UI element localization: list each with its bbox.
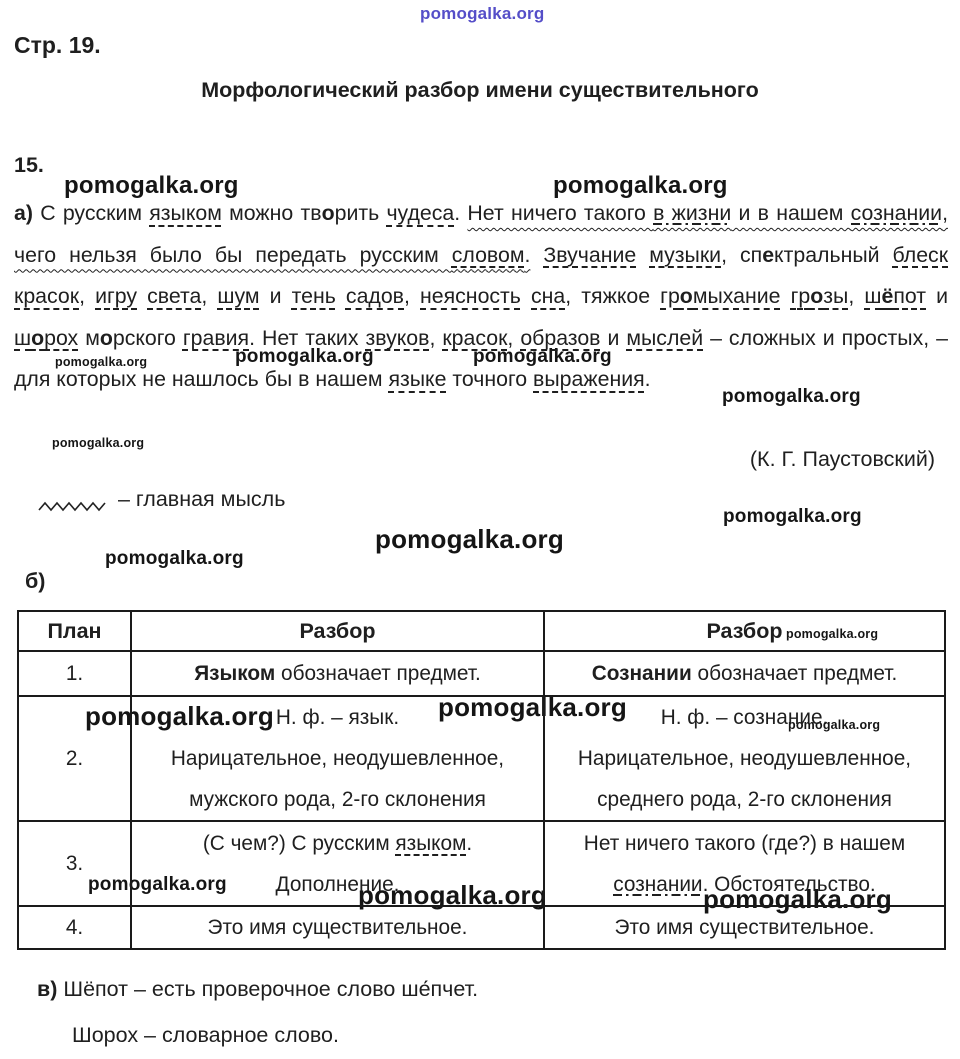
dashdot-underlined-word: сознании (613, 872, 703, 896)
page-number-label: Стр. 19. (14, 32, 101, 58)
analysis-table: План Разбор Разбор 1. Языком обозначает пре… (17, 610, 946, 950)
watermark: pomogalka.org (420, 4, 545, 23)
legend-label: – главная мысль (118, 487, 286, 511)
table-row: 4. Это имя существительное. Это имя сущест… (17, 905, 946, 950)
cell-line: Нарицательное, неодушевленное, (170, 747, 505, 770)
analysis-cell: (С чем?) С русским языком. Дополнение. (130, 820, 545, 907)
page-title: Морфологический разбор имени существител… (201, 78, 759, 102)
dashed-underlined-word: выражения (533, 367, 645, 391)
dashed-underlined-word: словом (451, 242, 525, 267)
watermark: pomogalka.org (723, 506, 862, 527)
part-b-label: б) (25, 569, 46, 593)
legend: – главная мысль (38, 487, 286, 512)
cell-line: Это имя существительное. (614, 916, 875, 939)
table-row: 2. Н. ф. – язык. Нарицательное, неодушевле… (17, 695, 946, 822)
exercise-number: 15. (14, 153, 44, 177)
dashed-underlined-word: чудеса (386, 201, 455, 225)
cell-line: Дополнение. (275, 872, 400, 896)
dashed-underlined-word: громыхание (660, 284, 781, 308)
column-header: Разбор (543, 610, 946, 652)
dashed-underlined-word: Звучание (543, 242, 637, 267)
dashed-underlined-word: языком (149, 201, 222, 225)
cell-line: сознании. Обстоятельство. (613, 872, 876, 896)
dashed-underlined-word: гравия (182, 325, 250, 350)
cell-line: Сознании обозначает предмет. (591, 662, 898, 685)
watermark: pomogalka.org (235, 346, 374, 367)
text-run: Звучание музыки, спектральный блеск крас… (14, 242, 949, 392)
dashed-underlined-word: мыслей (626, 325, 704, 350)
plan-number-cell: 4. (17, 905, 132, 950)
part-v: в) Шёпот – есть проверочное слово ше́пче… (37, 966, 478, 1058)
dashed-underlined-word: света (147, 284, 202, 308)
dashed-underlined-word: садов (345, 284, 404, 308)
table-body: 1. Языком обозначает предмет. Сознании обо… (17, 650, 946, 950)
watermark: pomogalka.org (64, 172, 239, 199)
dashed-underlined-word: тень (291, 284, 336, 308)
watermark: pomogalka.org (553, 172, 728, 199)
dashed-underlined-word: грозы (790, 284, 849, 308)
watermark: pomogalka.org (55, 355, 148, 369)
column-header: Разбор (130, 610, 545, 652)
table-row: 1. Языком обозначает предмет. Сознании обо… (17, 650, 946, 697)
watermark: pomogalka.org (105, 548, 244, 569)
table-row: 3. (С чем?) С русским языком. Дополнение. Н… (17, 820, 946, 907)
plan-number-cell: 2. (17, 695, 132, 822)
dashed-underlined-word: языке (388, 367, 447, 391)
watermark: pomogalka.org (722, 386, 861, 407)
cell-line: среднего рода, 2-го склонения (597, 788, 892, 811)
cell-line: мужского рода, 2-го склонения (189, 788, 486, 811)
analysis-cell: Н. ф. – язык. Нарицательное, неодушевленн… (130, 695, 545, 822)
part-v-line: Шорох – словарное слово. (72, 1023, 339, 1047)
analysis-cell: Это имя существительное. (130, 905, 545, 950)
column-header: План (17, 610, 132, 652)
dashed-underlined-word: сна (531, 284, 566, 308)
plan-number-cell: 3. (17, 820, 132, 907)
exercise-text: а) С русским языком можно творить чудеса… (14, 193, 948, 401)
dashed-underlined-word: музыки (649, 242, 722, 267)
table-header-row: План Разбор Разбор (17, 610, 946, 652)
plan-number-cell: 1. (17, 650, 132, 697)
watermark: pomogalka.org (473, 346, 612, 367)
cell-line: Языком обозначает предмет. (194, 662, 481, 685)
text-run: а) С русским языком можно творить чудеса… (14, 201, 468, 225)
dashed-underlined-word: неясность (420, 284, 521, 308)
dashed-underlined-word: шорох (14, 325, 79, 350)
cell-line: Нет ничего такого (где?) в нашем (583, 831, 906, 855)
analysis-cell: Н. ф. – сознание. Нарицательное, неодушев… (543, 695, 946, 822)
part-v-line: в) Шёпот – есть проверочное слово ше́пче… (37, 977, 479, 1001)
analysis-cell: Сознании обозначает предмет. (543, 650, 946, 697)
watermark: pomogalka.org (52, 436, 145, 450)
watermark: pomogalka.org (375, 524, 564, 554)
dashed-underlined-word: красок (14, 284, 80, 308)
wavy-line-icon (38, 501, 106, 512)
dashed-underlined-word: шум (217, 284, 260, 308)
dashed-underlined-word: шёпот (864, 284, 926, 308)
dashed-underlined-word: образов (520, 325, 601, 350)
dashed-underlined-word: блеск (892, 242, 949, 267)
dashed-underlined-word: красок (442, 325, 508, 350)
analysis-cell: Нет ничего такого (где?) в нашем сознании… (543, 820, 946, 907)
cell-line: Это имя существительное. (207, 916, 468, 939)
dashed-underlined-word: языком (395, 831, 467, 855)
analysis-cell: Это имя существительное. (543, 905, 946, 950)
dashed-underlined-word: звуков (365, 325, 430, 350)
analysis-cell: Языком обозначает предмет. (130, 650, 545, 697)
cell-line: Н. ф. – сознание. (660, 706, 829, 729)
cell-line: Н. ф. – язык. (275, 706, 400, 729)
dashdot-underlined-word: сознании (850, 201, 943, 225)
dashdot-underlined-word: в жизни (653, 201, 732, 225)
cell-line: (С чем?) С русским языком. (202, 831, 473, 855)
dashed-underlined-word: игру (95, 284, 137, 308)
cell-line: Нарицательное, неодушевленное, (577, 747, 912, 770)
main-idea-wavy-run: Нет ничего такого в жизни и в нашем созн… (14, 201, 948, 267)
author-attribution: (К. Г. Паустовский) (749, 447, 935, 471)
